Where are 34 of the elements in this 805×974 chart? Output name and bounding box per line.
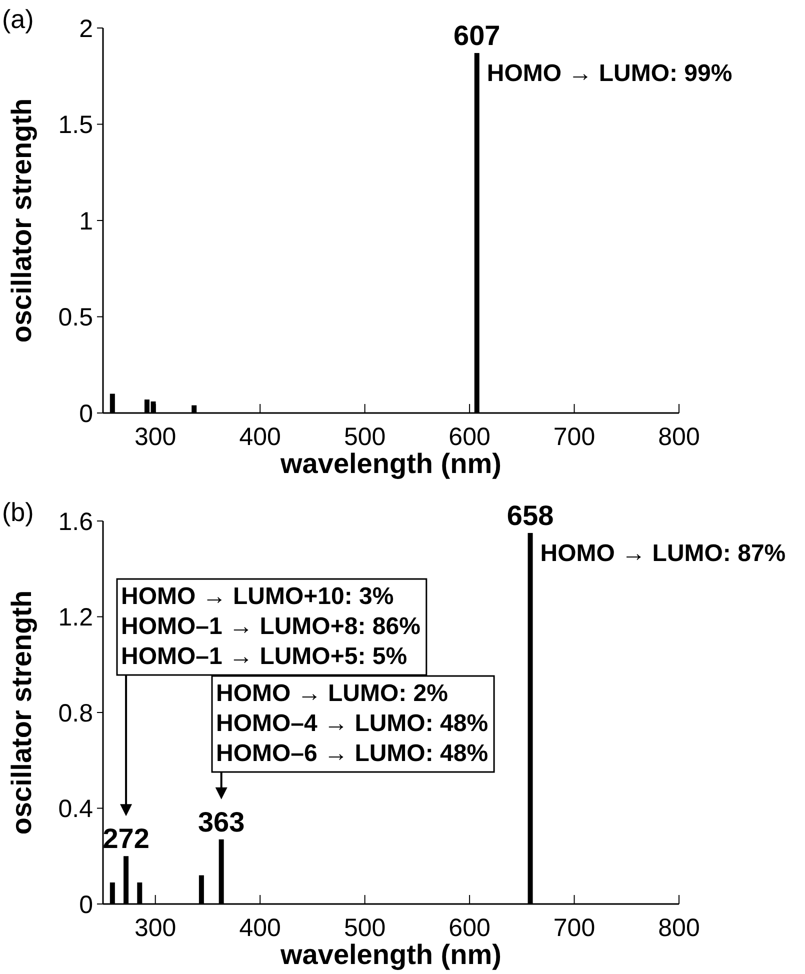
y-tick-label: 1.5 [58,111,93,139]
x-tick-label: 500 [344,914,386,942]
y-axis-title: oscillator strength [6,590,37,835]
annotation: 272 [102,823,150,854]
y-axis-title: oscillator strength [6,98,37,343]
y-tick-label: 0 [79,400,93,428]
x-tick-label: 400 [239,423,281,451]
chart-title: (b) [2,497,34,527]
y-tick-label: 0.5 [58,304,93,332]
x-tick-label: 500 [344,423,386,451]
chart-title: (a) [2,4,34,34]
x-tick-label: 700 [553,423,596,451]
x-tick-label: 400 [239,914,281,942]
y-tick-label: 1.6 [58,508,93,536]
x-tick-label: 300 [134,914,176,942]
x-tick-label: 800 [658,423,700,451]
y-tick-label: 1 [79,207,93,236]
y-tick-label: 2 [79,14,93,43]
x-tick-label: 800 [658,914,700,942]
y-tick-label: 0 [79,890,93,919]
x-tick-label: 300 [134,423,176,451]
x-tick-label: 600 [448,423,490,451]
x-axis-title: wavelength (nm) [280,448,502,479]
annotation: 607 [454,20,500,52]
x-tick-label: 700 [553,914,596,942]
annotation: 363 [198,806,245,838]
annotation: 658 [506,500,554,531]
y-tick-label: 1.2 [58,604,93,632]
y-tick-label: 0.8 [58,699,93,728]
y-tick-label: 0.4 [58,795,94,823]
annotation: HOMO → LUMO: 87% [540,540,786,567]
annotation: HOMO → LUMO: 99% [486,60,732,88]
x-tick-label: 600 [448,914,490,942]
x-axis-title: wavelength (nm) [280,939,502,970]
